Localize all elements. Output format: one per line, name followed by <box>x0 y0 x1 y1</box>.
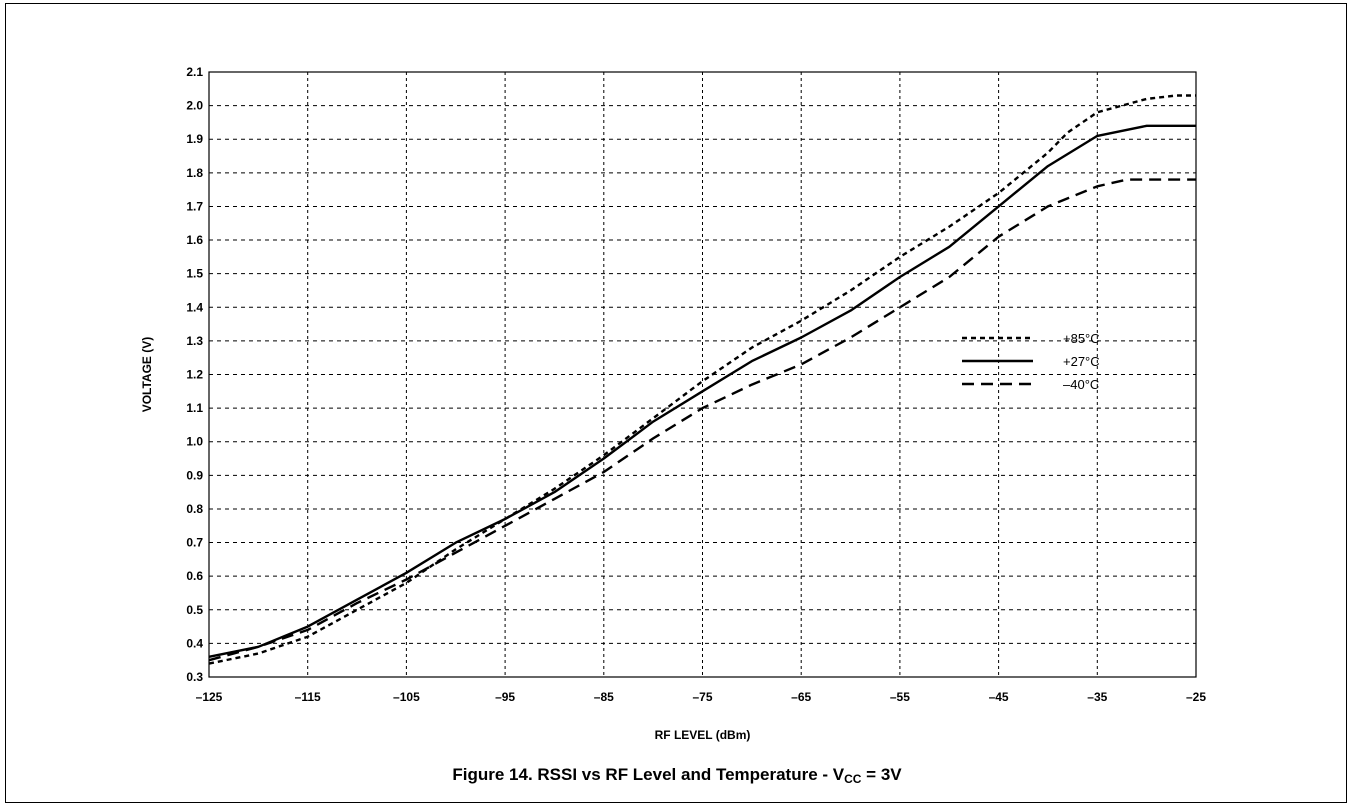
y-tick-label: 0.8 <box>186 502 203 516</box>
y-tick-label: 0.9 <box>186 468 203 482</box>
x-tick-label: –35 <box>1087 690 1107 704</box>
legend-label: +85°C <box>1063 331 1100 346</box>
y-tick-label: 1.9 <box>186 132 203 146</box>
x-tick-label: –55 <box>890 690 910 704</box>
y-tick-label: 1.3 <box>186 334 203 348</box>
y-tick-label: 1.5 <box>186 267 203 281</box>
y-tick-label: 1.8 <box>186 166 203 180</box>
x-tick-label: –95 <box>495 690 515 704</box>
grid-lines <box>209 72 1196 677</box>
x-tick-label: –105 <box>393 690 420 704</box>
series-line <box>208 94 1196 665</box>
figure-caption: Figure 14. RSSI vs RF Level and Temperat… <box>0 765 1354 786</box>
y-tick-label: 1.4 <box>186 300 203 314</box>
caption-prefix: Figure 14. RSSI vs RF Level and Temperat… <box>452 765 845 784</box>
y-tick-label: 1.1 <box>186 401 203 415</box>
y-tick-label: 0.6 <box>186 569 203 583</box>
x-tick-label: –85 <box>594 690 614 704</box>
plot-area-border <box>208 71 1197 678</box>
x-tick-label: –25 <box>1186 690 1206 704</box>
x-tick-labels: –125 –115 –105 –95 –85 –75 –65 –55 –45 –35 –25 <box>196 690 1207 704</box>
y-tick-label: 2.0 <box>186 99 203 113</box>
y-tick-label: 1.0 <box>186 435 203 449</box>
caption-subscript: CC <box>844 772 862 786</box>
caption-suffix: = 3V <box>861 765 902 784</box>
legend-label: –40°C <box>1063 377 1099 392</box>
legend-label: +27°C <box>1063 354 1100 369</box>
x-tick-label: –75 <box>692 690 712 704</box>
x-tick-label: –125 <box>196 690 223 704</box>
y-tick-label: 2.1 <box>186 65 203 79</box>
y-tick-label: 0.3 <box>186 670 203 684</box>
x-tick-label: –65 <box>791 690 811 704</box>
x-tick-label: –45 <box>989 690 1009 704</box>
y-tick-label: 1.7 <box>186 199 203 213</box>
y-tick-label: 0.7 <box>186 536 203 550</box>
x-tick-label: –115 <box>295 690 321 704</box>
series-line <box>208 124 1196 658</box>
y-axis-label: VOLTAGE (V) <box>140 337 154 413</box>
y-tick-label: 1.2 <box>186 368 203 382</box>
y-tick-label: 0.4 <box>186 636 203 650</box>
y-tick-labels: 0.3 0.4 0.5 0.6 0.7 0.8 0.9 1.0 1.1 1.2 1.3 1.4 1.5 1… <box>186 65 203 684</box>
x-axis-label: RF LEVEL (dBm) <box>655 728 751 742</box>
series-lines <box>208 94 1196 665</box>
legend: +85°C +27°C –40°C <box>962 331 1100 392</box>
y-tick-label: 1.6 <box>186 233 203 247</box>
y-tick-label: 0.5 <box>186 603 203 617</box>
